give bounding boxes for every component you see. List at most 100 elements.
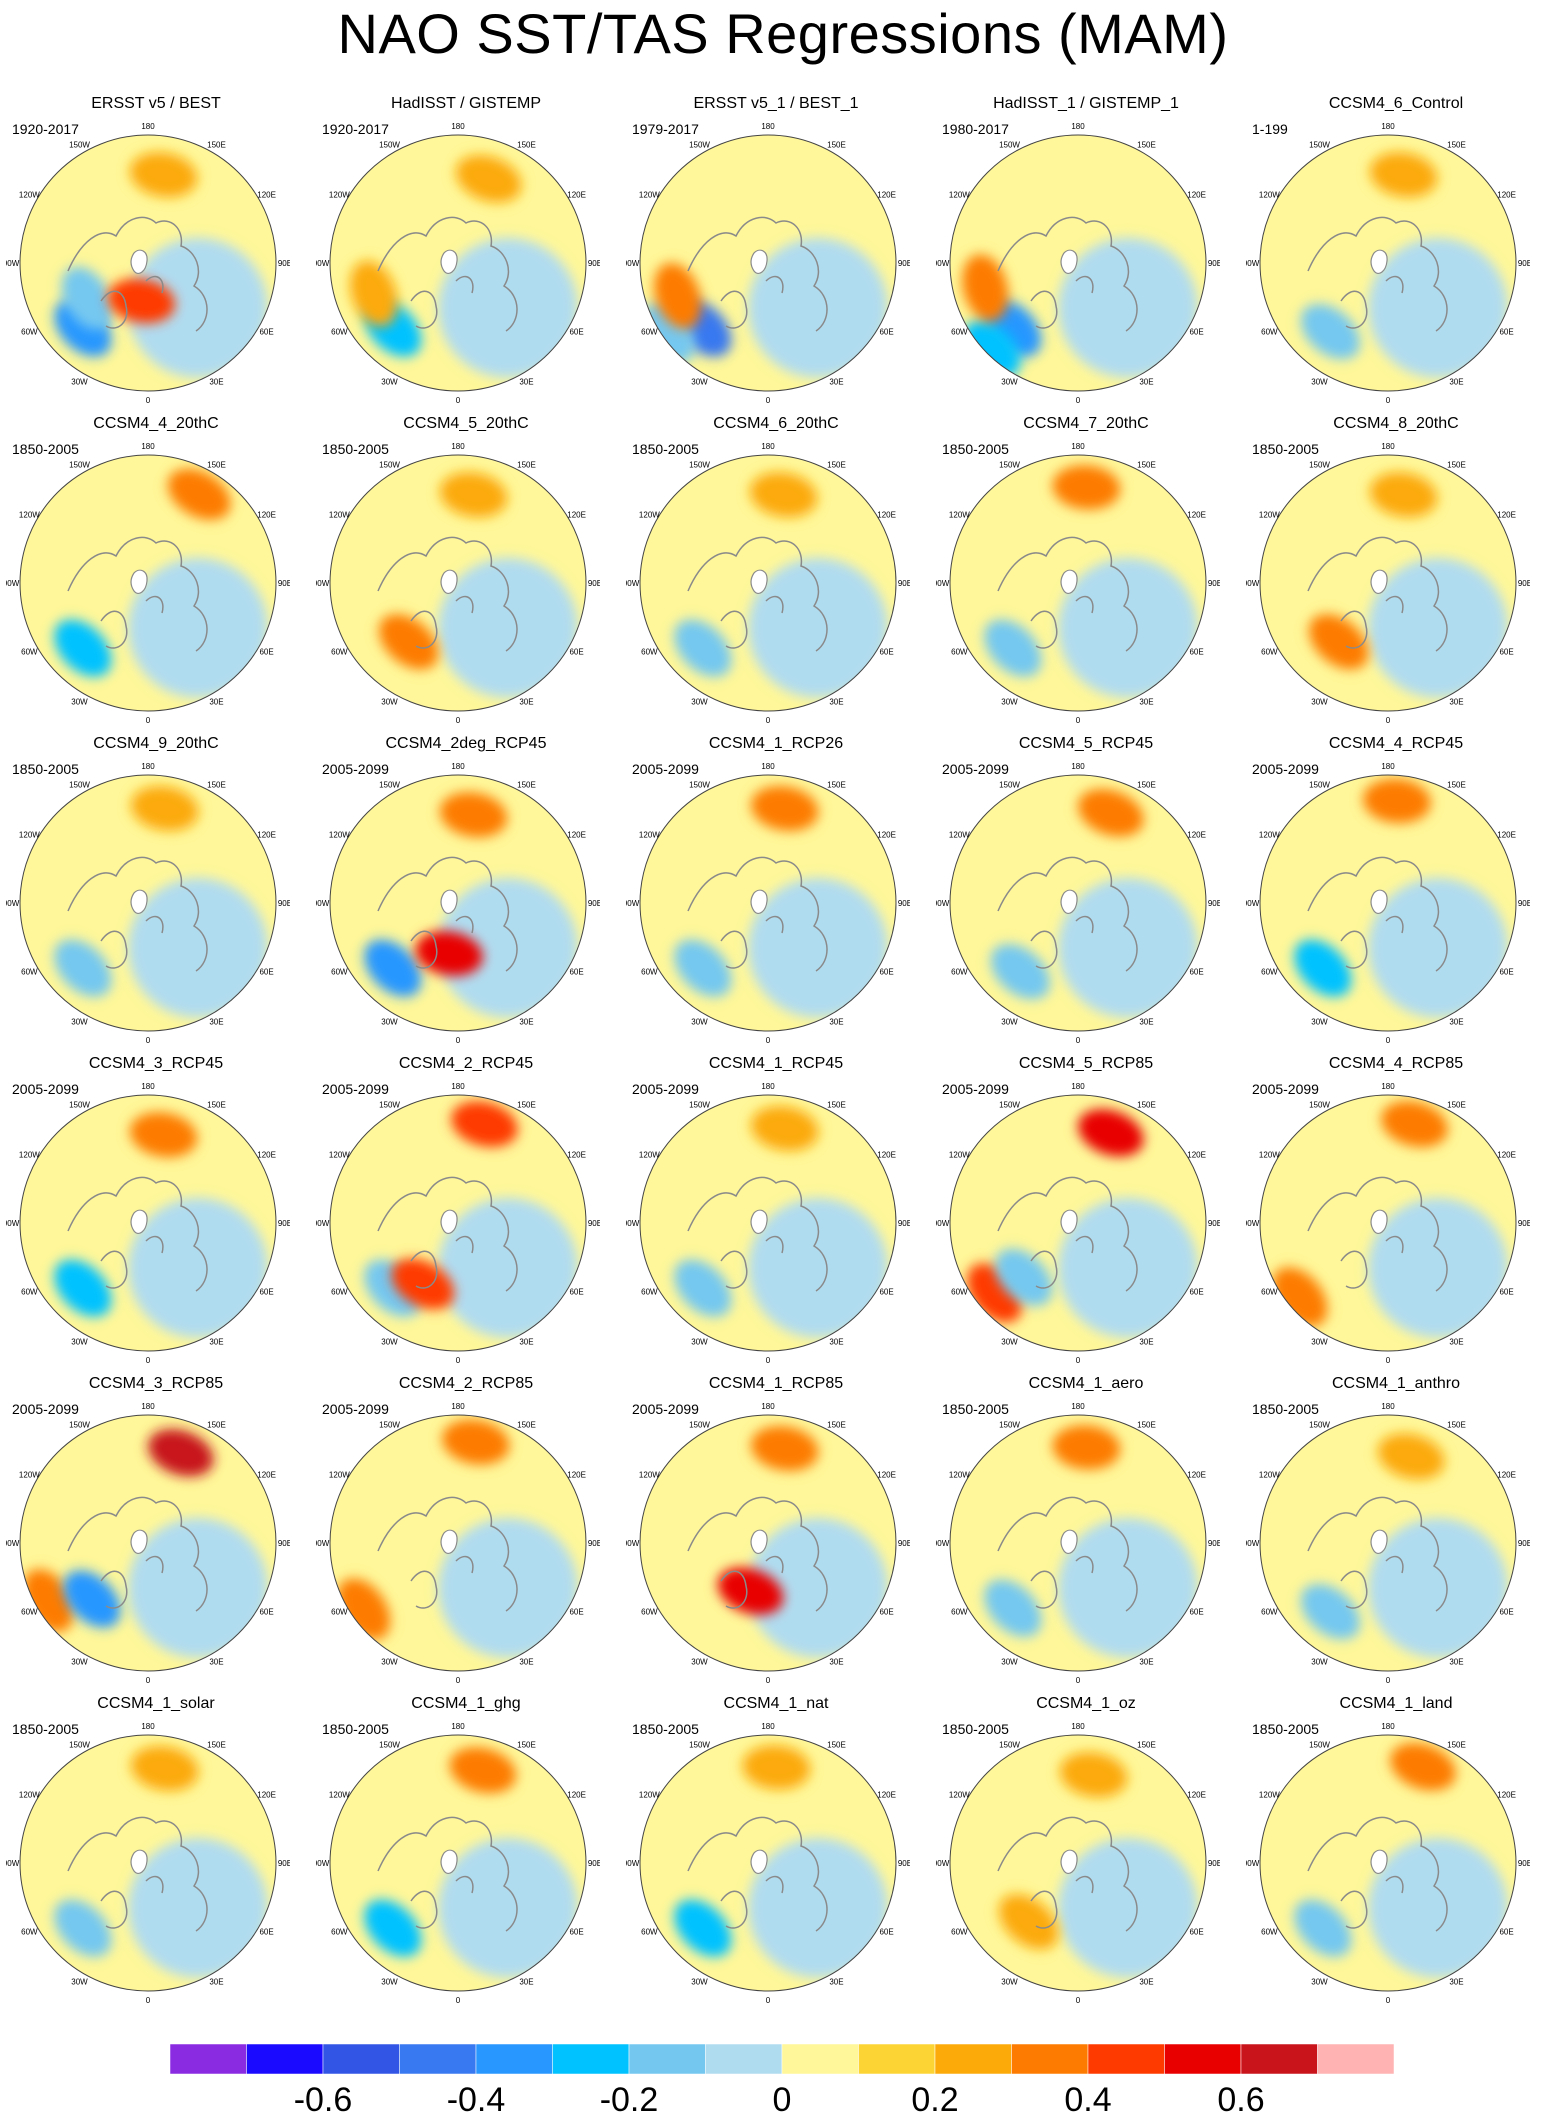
longitude-label: 120E [257,1471,276,1480]
anomaly-blob [129,1112,198,1158]
cool-region [438,1198,578,1338]
longitude-label: 60E [569,1927,583,1936]
longitude-label: 60E [259,1607,273,1616]
cool-region [128,558,268,698]
longitude-label: 90E [898,899,910,908]
colorbar-box [934,2044,1012,2075]
longitude-label: 0 [146,1676,151,1685]
longitude-label: 150W [1309,780,1330,789]
longitude-label: 90E [1208,899,1220,908]
map-boundary [1259,774,1517,1032]
longitude-label: 60W [641,647,658,656]
cool-region [128,1838,268,1978]
panel-period: 1979-2017 [632,121,699,137]
greenland [750,1529,768,1554]
map-boundary [639,774,897,1032]
longitude-label: 120E [257,1151,276,1160]
polar-map: 180 150E 120E 90E 60E 30E 0 30W 60W 90W 120W 150W [1246,1082,1530,1365]
longitude-label: 90W [316,1859,330,1868]
map-panel: CCSM4_7_20thC 180 150E 120E 90E 60E 30E 0 30W 60W… [936,415,1236,725]
longitude-label: 120W [329,1791,350,1800]
cool-region [748,878,888,1018]
coastline [377,216,518,332]
coastline [67,1816,208,1932]
longitude-label: 90W [316,899,330,908]
panel-title: CCSM4_5_RCP85 [1018,1055,1154,1072]
colorbar-box [1240,2044,1318,2075]
coastline [377,1496,518,1612]
longitude-label: 60W [1261,647,1278,656]
polar-map: 180 150E 120E 90E 60E 30E 0 30W 60W 90W 120W 150W [316,122,600,405]
cool-region [1368,878,1508,1018]
longitude-label: 90E [1208,579,1220,588]
longitude-label: 120E [877,1791,896,1800]
panel-period: 2005-2099 [322,761,389,777]
longitude-label: 60W [21,1287,38,1296]
coastline [687,856,828,972]
longitude-label: 60W [951,1607,968,1616]
longitude-label: 90W [936,1219,950,1228]
longitude-label: 150W [1309,1420,1330,1429]
polar-map: 180 150E 120E 90E 60E 30E 0 30W 60W 90W 120W 150W [1246,122,1530,405]
longitude-label: 30W [1001,698,1018,707]
anomaly-blob [1369,472,1438,518]
map-panel: CCSM4_1_aero 180 150E 120E 90E 60E 30E 0 30W 60W 9… [936,1375,1236,1685]
longitude-label: 30E [829,378,843,387]
anomaly-blob [674,619,732,677]
panel-period: 1850-2005 [12,761,79,777]
longitude-label: 30E [1449,1338,1463,1347]
longitude-label: 120E [257,831,276,840]
panel-period: 2005-2099 [12,1401,79,1417]
longitude-label: 30W [691,378,708,387]
anomaly-blob [1369,152,1438,198]
longitude-label: 30E [209,1018,223,1027]
longitude-label: 150E [827,1740,846,1749]
longitude-label: 150W [689,460,710,469]
coastline [687,1816,828,1932]
longitude-label: 120E [567,1151,586,1160]
longitude-label: 150E [1137,140,1156,149]
map-boundary [19,774,277,1032]
longitude-label: 120W [329,1471,350,1480]
longitude-label: 180 [1071,1722,1085,1731]
longitude-label: 120E [257,511,276,520]
greenland [750,249,768,274]
longitude-label: 60E [569,1607,583,1616]
longitude-label: 90W [316,1219,330,1228]
map-panel: CCSM4_5_RCP45 180 150E 120E 90E 60E 30E 0 30W 60W… [936,735,1236,1045]
map-boundary [1259,454,1517,712]
longitude-label: 30E [1449,1658,1463,1667]
longitude-label: 90W [626,259,640,268]
panel-period: 2005-2099 [322,1081,389,1097]
polar-map: 180 150E 120E 90E 60E 30E 0 30W 60W 90W 120W 150W [936,762,1220,1045]
anomaly-blob [998,1894,1059,1950]
colorbar-tick-label: 0.4 [1064,2081,1112,2119]
longitude-label: 0 [766,1996,771,2005]
longitude-label: 120W [639,511,660,520]
map-boundary [949,1734,1207,1992]
longitude-label: 60W [1261,1607,1278,1616]
anomaly-blob [130,786,199,831]
longitude-label: 90E [588,1539,600,1548]
longitude-label: 120W [1259,831,1280,840]
panel-period: 1850-2005 [1252,441,1319,457]
colorbar-box [1087,2044,1165,2075]
colorbar-tick-label: -0.6 [293,2081,353,2119]
longitude-label: 90W [316,579,330,588]
longitude-label: 90W [626,899,640,908]
longitude-label: 30W [691,1338,708,1347]
panel-title: CCSM4_4_RCP85 [1328,1055,1464,1072]
coastline [377,536,518,652]
longitude-label: 60E [1499,1287,1513,1296]
polar-map: 180 150E 120E 90E 60E 30E 0 30W 60W 90W 120W 150W [626,1722,910,2005]
colorbar-tick-label: -0.2 [599,2081,659,2119]
polar-map: 180 150E 120E 90E 60E 30E 0 30W 60W 90W 120W 150W [6,1082,290,1365]
longitude-label: 180 [141,1402,155,1411]
greenland [1060,1849,1078,1874]
longitude-label: 90W [6,579,20,588]
longitude-label: 60E [1189,647,1203,656]
longitude-label: 90W [316,259,330,268]
longitude-label: 30W [1001,1018,1018,1027]
longitude-label: 150E [1447,1100,1466,1109]
panel-title: ERSST v5_1 / BEST_1 [693,95,859,112]
